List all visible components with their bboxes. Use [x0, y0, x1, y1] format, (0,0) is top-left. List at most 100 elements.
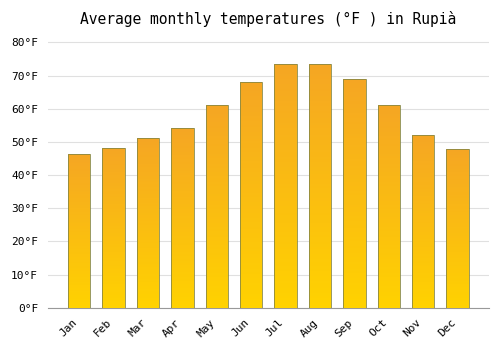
Bar — [171, 155, 194, 157]
Bar — [274, 291, 297, 293]
Bar — [378, 233, 400, 235]
Bar — [171, 302, 194, 304]
Bar — [378, 206, 400, 209]
Bar — [206, 261, 228, 263]
Bar — [343, 207, 365, 209]
Bar — [171, 261, 194, 263]
Bar — [309, 305, 331, 308]
Bar — [378, 217, 400, 219]
Bar — [206, 174, 228, 176]
Bar — [412, 279, 434, 280]
Bar — [343, 182, 365, 184]
Bar — [412, 290, 434, 292]
Bar — [206, 134, 228, 136]
Bar — [171, 285, 194, 286]
Bar — [274, 172, 297, 174]
Bar — [206, 158, 228, 160]
Bar — [171, 275, 194, 277]
Bar — [446, 184, 469, 185]
Bar — [102, 196, 124, 197]
Title: Average monthly temperatures (°F ) in Rupià: Average monthly temperatures (°F ) in Ru… — [80, 11, 456, 27]
Bar — [412, 154, 434, 156]
Bar — [240, 188, 262, 190]
Bar — [378, 142, 400, 144]
Bar — [446, 252, 469, 254]
Bar — [309, 240, 331, 242]
Bar — [171, 143, 194, 145]
Bar — [240, 276, 262, 279]
Bar — [171, 297, 194, 299]
Bar — [343, 232, 365, 234]
Bar — [378, 247, 400, 249]
Bar — [446, 265, 469, 266]
Bar — [68, 188, 90, 189]
Bar — [136, 265, 159, 267]
Bar — [412, 194, 434, 196]
Bar — [274, 76, 297, 79]
Bar — [171, 211, 194, 213]
Bar — [309, 269, 331, 271]
Bar — [68, 288, 90, 289]
Bar — [102, 276, 124, 278]
Bar — [343, 276, 365, 278]
Bar — [102, 304, 124, 306]
Bar — [343, 104, 365, 106]
Bar — [171, 293, 194, 295]
Bar — [171, 200, 194, 202]
Bar — [102, 194, 124, 196]
Bar — [274, 181, 297, 184]
Bar — [412, 261, 434, 263]
Bar — [274, 240, 297, 242]
Bar — [206, 225, 228, 227]
Bar — [136, 225, 159, 226]
Bar — [68, 214, 90, 215]
Bar — [446, 303, 469, 304]
Bar — [378, 132, 400, 134]
Bar — [206, 271, 228, 273]
Bar — [240, 296, 262, 299]
Bar — [206, 201, 228, 203]
Bar — [274, 228, 297, 230]
Bar — [68, 202, 90, 203]
Bar — [343, 299, 365, 301]
Bar — [378, 158, 400, 160]
Bar — [343, 108, 365, 111]
Bar — [206, 105, 228, 308]
Bar — [240, 96, 262, 98]
Bar — [274, 176, 297, 179]
Bar — [102, 290, 124, 292]
Bar — [102, 158, 124, 159]
Bar — [309, 132, 331, 135]
Bar — [102, 295, 124, 296]
Bar — [136, 187, 159, 189]
Bar — [446, 244, 469, 246]
Bar — [136, 252, 159, 253]
Bar — [206, 178, 228, 180]
Bar — [68, 174, 90, 175]
Bar — [378, 176, 400, 178]
Bar — [102, 233, 124, 234]
Bar — [446, 187, 469, 188]
Bar — [68, 234, 90, 236]
Bar — [102, 207, 124, 209]
Bar — [309, 264, 331, 266]
Bar — [240, 159, 262, 161]
Bar — [136, 220, 159, 221]
Bar — [240, 251, 262, 254]
Bar — [412, 289, 434, 290]
Bar — [206, 193, 228, 195]
Bar — [68, 256, 90, 257]
Bar — [446, 195, 469, 196]
Bar — [309, 259, 331, 261]
Bar — [68, 302, 90, 303]
Bar — [309, 203, 331, 205]
Bar — [102, 271, 124, 273]
Bar — [309, 69, 331, 72]
Bar — [136, 282, 159, 284]
Bar — [171, 141, 194, 143]
Bar — [240, 245, 262, 247]
Bar — [68, 203, 90, 205]
Bar — [206, 289, 228, 292]
Bar — [274, 164, 297, 167]
Bar — [446, 223, 469, 225]
